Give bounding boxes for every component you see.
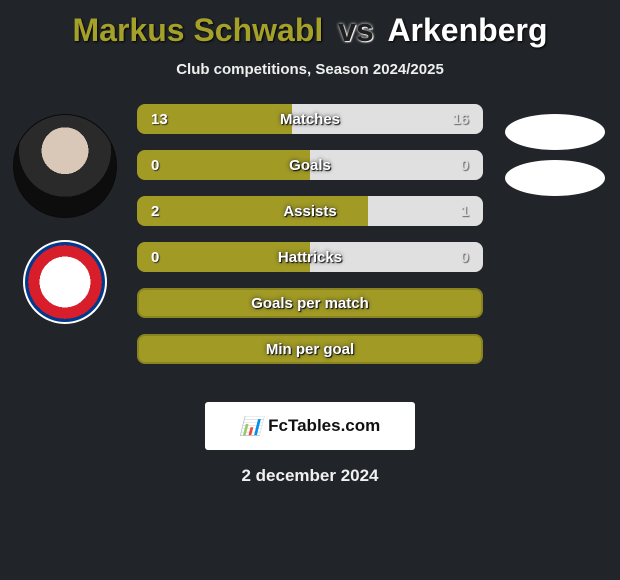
chart-icon: 📊 (240, 416, 262, 437)
player1-club-badge (23, 240, 107, 324)
comparison-title: Markus Schwabl vs Arkenberg (0, 0, 620, 49)
stat-value-player1: 13 (151, 104, 168, 134)
stat-value-player2: 0 (461, 242, 469, 272)
subtitle: Club competitions, Season 2024/2025 (0, 61, 620, 78)
stat-row: Min per goal (137, 334, 483, 364)
bar-player2 (310, 150, 483, 180)
vs-text: vs (338, 12, 374, 48)
player2-name: Arkenberg (387, 12, 547, 48)
footer-date: 2 december 2024 (0, 466, 620, 486)
stat-value-player2: 1 (461, 196, 469, 226)
bar-player1 (137, 288, 483, 318)
player1-column (5, 114, 125, 324)
footer-site-text: FcTables.com (268, 416, 380, 436)
player2-column (495, 114, 615, 206)
footer-logo[interactable]: 📊 FcTables.com (205, 402, 415, 450)
bar-player1 (137, 334, 483, 364)
player2-placeholder (505, 160, 605, 196)
player1-name: Markus Schwabl (73, 12, 324, 48)
bar-player1 (137, 150, 310, 180)
stat-value-player2: 16 (452, 104, 469, 134)
stat-value-player2: 0 (461, 150, 469, 180)
stat-bars: 1316Matches00Goals21Assists00HattricksGo… (137, 104, 483, 380)
bar-player1 (137, 242, 310, 272)
stat-row: 00Goals (137, 150, 483, 180)
stat-value-player1: 0 (151, 150, 159, 180)
player1-avatar (13, 114, 117, 218)
bar-player2 (310, 242, 483, 272)
stat-row: 1316Matches (137, 104, 483, 134)
bar-player1 (137, 196, 368, 226)
stat-row: Goals per match (137, 288, 483, 318)
player2-placeholder (505, 114, 605, 150)
stat-row: 00Hattricks (137, 242, 483, 272)
stat-value-player1: 0 (151, 242, 159, 272)
chart-area: 1316Matches00Goals21Assists00HattricksGo… (0, 104, 620, 384)
stat-value-player1: 2 (151, 196, 159, 226)
stat-row: 21Assists (137, 196, 483, 226)
